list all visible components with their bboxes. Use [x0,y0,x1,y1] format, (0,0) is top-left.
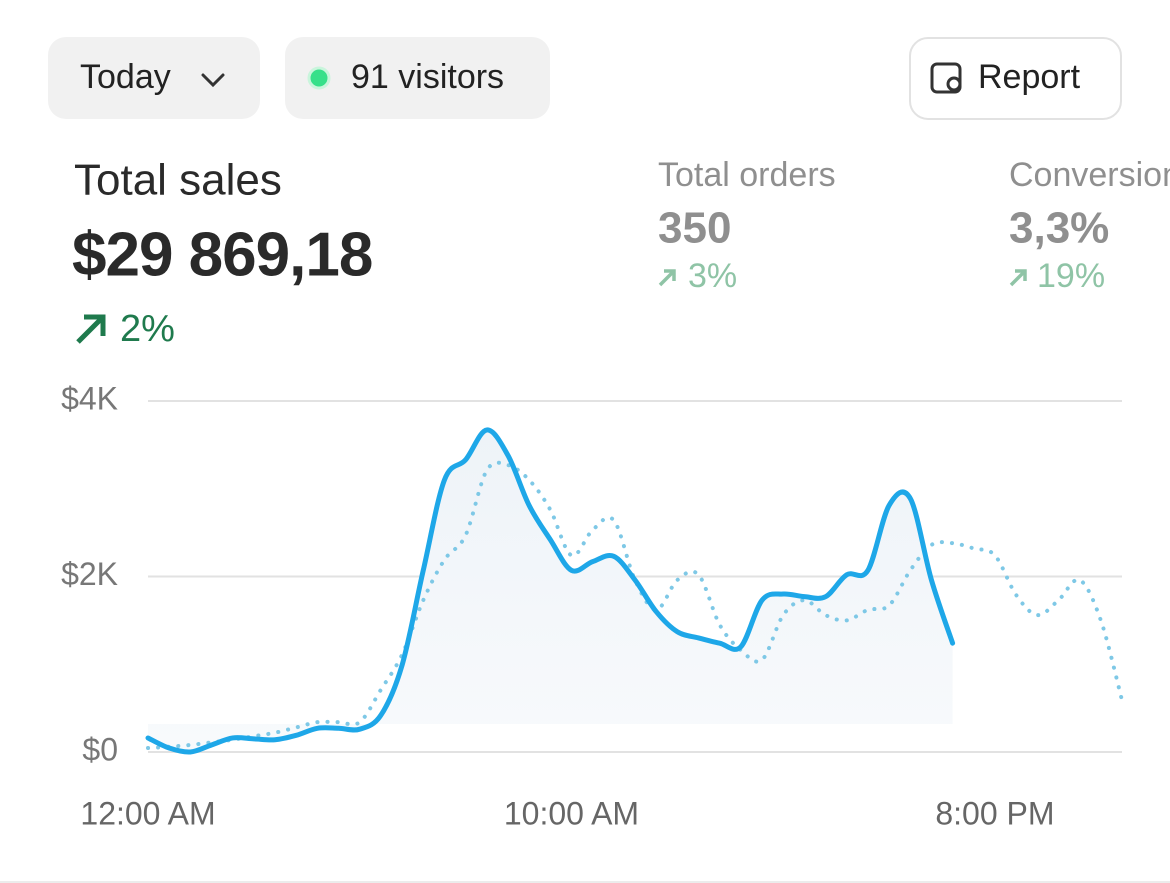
y-tick-label: $2K [61,556,118,592]
button-bg [909,37,1122,120]
line [145,427,956,755]
period-button[interactable]: Today [48,37,260,119]
up-arrow [76,314,106,344]
metric-label: Total orders [658,156,836,194]
metric-label: Conversion [1009,156,1170,194]
metric-value: $29 869,18 [72,220,372,289]
y-tick-label: $4K [61,380,118,416]
x-tick-label: 10:00 AM [504,795,639,831]
report-label: Report [978,58,1081,96]
visitors-label: 91 visitors [351,58,504,96]
button-bg [48,37,260,119]
metric-change: 3% [688,257,737,295]
report-icon-lens [946,76,962,92]
chevron-icon [201,73,225,88]
metric-change: 19% [1037,257,1105,295]
metric-value: 350 [658,204,731,253]
metric-value: 3,3% [1009,204,1109,253]
up-arrow [1009,269,1027,287]
button-bg [285,37,550,119]
line [146,460,1124,751]
sales-chart: $0 $2K $4K 12:00 AM 10:00 AM 8:00 PM [61,380,1124,831]
period-label: Today [80,58,171,96]
live-dot [307,66,331,90]
y-tick-label: $0 [82,731,118,767]
x-tick-label: 8:00 PM [935,795,1054,831]
up-arrow [658,269,676,287]
metric-change: 2% [120,308,175,350]
report-icon [930,62,962,94]
metric-label: Total sales [74,156,282,205]
area [148,429,953,753]
x-tick-label: 12:00 AM [80,795,215,831]
report-button[interactable]: Report [909,37,1122,120]
visitors-button[interactable]: 91 visitors [285,37,550,119]
